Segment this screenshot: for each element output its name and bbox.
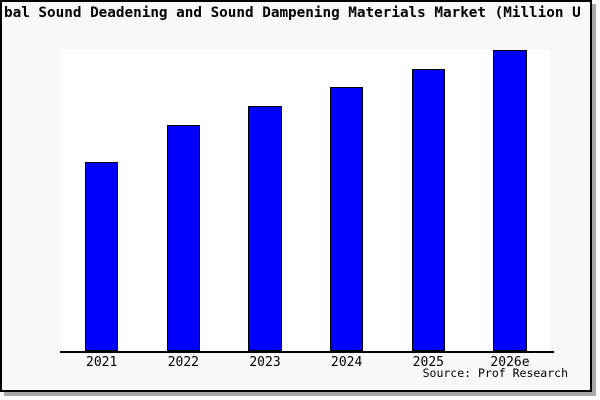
source-caption: Source: Prof Research	[422, 366, 568, 380]
x-tick-label-2022: 2022	[167, 355, 200, 370]
x-axis-line	[60, 351, 554, 353]
x-tick-label-2024: 2024	[331, 355, 363, 370]
chart-title: bal Sound Deadening and Sound Dampening …	[4, 5, 581, 21]
x-tick-label-2021: 2021	[86, 355, 118, 370]
bar-2025	[411, 68, 446, 351]
x-tick-label-2026e: 2026e	[490, 355, 530, 370]
x-tick-label-2025: 2025	[412, 355, 444, 370]
bar-2022	[166, 124, 201, 351]
bar-2026e	[493, 50, 527, 351]
chart-frame: bal Sound Deadening and Sound Dampening …	[0, 0, 592, 392]
bar-2023	[248, 105, 282, 351]
bar-2021	[85, 161, 119, 351]
bar-2024	[329, 86, 364, 351]
x-tick-label-2023: 2023	[249, 355, 281, 370]
plot-area	[61, 50, 550, 351]
